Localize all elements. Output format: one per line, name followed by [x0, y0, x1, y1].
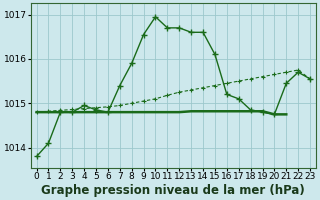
- X-axis label: Graphe pression niveau de la mer (hPa): Graphe pression niveau de la mer (hPa): [42, 184, 305, 197]
